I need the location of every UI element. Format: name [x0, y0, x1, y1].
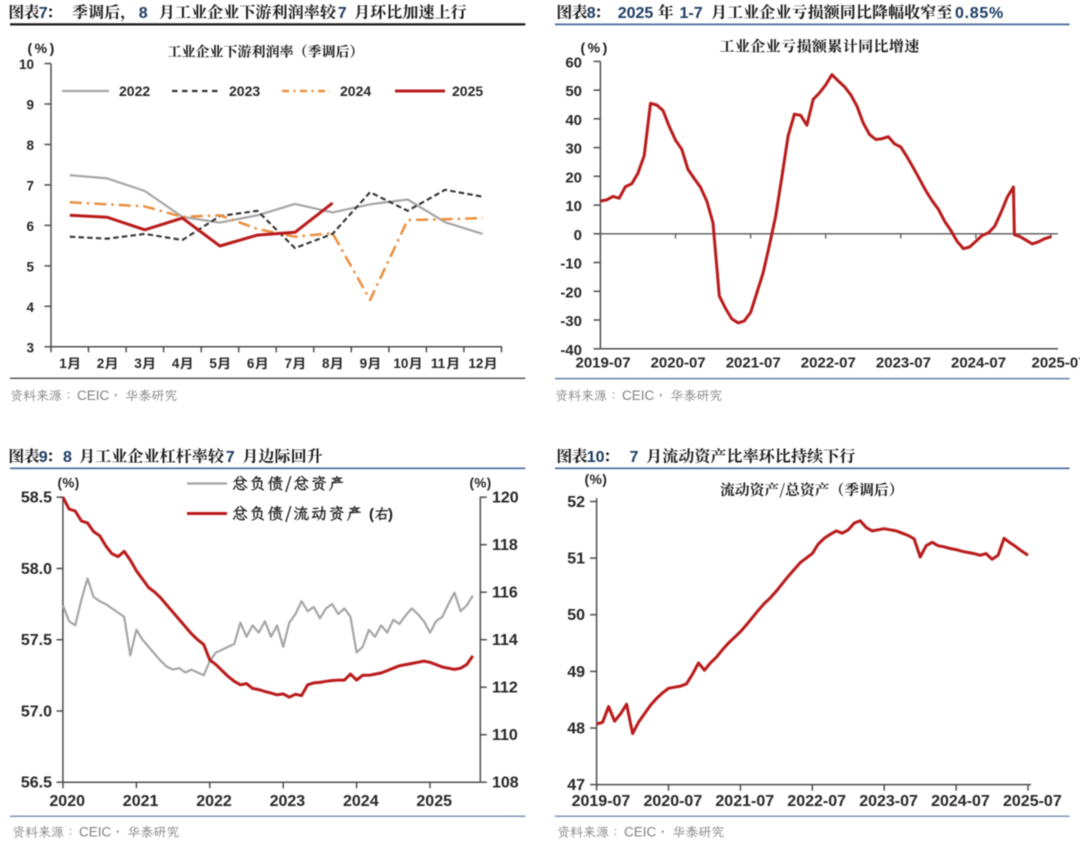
svg-text:7: 7: [226, 449, 235, 466]
svg-text:10: 10: [587, 449, 605, 466]
svg-text:8: 8: [63, 449, 72, 466]
svg-text:2024-07: 2024-07: [951, 355, 1006, 372]
svg-text:2020-07: 2020-07: [651, 355, 706, 372]
svg-text:1: 1: [59, 356, 67, 371]
svg-text:116: 116: [492, 585, 518, 602]
svg-text:2023-07: 2023-07: [876, 355, 931, 372]
svg-text:0: 0: [574, 227, 582, 244]
svg-text:-20: -20: [560, 284, 582, 301]
svg-text:2025-07: 2025-07: [1032, 355, 1080, 372]
svg-text:57.0: 57.0: [21, 704, 52, 721]
svg-text:(%): (%): [28, 40, 57, 56]
svg-text:2024: 2024: [343, 793, 379, 810]
svg-text:9: 9: [26, 98, 34, 113]
svg-text:2021: 2021: [123, 793, 159, 810]
svg-text:10: 10: [565, 198, 582, 215]
svg-text:2021-07: 2021-07: [726, 355, 781, 372]
svg-text:6: 6: [247, 356, 255, 371]
svg-text:52: 52: [567, 494, 585, 511]
svg-text:9: 9: [39, 449, 48, 466]
svg-text:2022-07: 2022-07: [787, 793, 846, 810]
svg-text:2023: 2023: [229, 83, 260, 99]
svg-text:(: (: [369, 506, 374, 523]
svg-text:2: 2: [97, 356, 105, 371]
svg-text:5: 5: [26, 260, 34, 275]
svg-text:11: 11: [431, 356, 446, 371]
svg-text:114: 114: [492, 632, 518, 649]
svg-text:CEIC: CEIC: [77, 388, 110, 403]
svg-text:CEIC: CEIC: [622, 388, 655, 403]
svg-text:120: 120: [492, 490, 519, 507]
svg-text:60: 60: [565, 54, 582, 71]
svg-text:8: 8: [26, 138, 34, 153]
svg-text:47: 47: [567, 777, 585, 794]
svg-text:58.5: 58.5: [21, 490, 52, 507]
svg-text:10: 10: [393, 356, 408, 371]
svg-text:2020: 2020: [49, 793, 85, 810]
svg-text:): ): [388, 506, 393, 523]
svg-text:40: 40: [565, 112, 582, 129]
svg-text:2023-07: 2023-07: [859, 793, 918, 810]
svg-text:2022: 2022: [196, 793, 232, 810]
svg-text:7: 7: [285, 356, 293, 371]
svg-text:1-7: 1-7: [680, 5, 703, 22]
svg-text:5: 5: [209, 356, 217, 371]
svg-text:7: 7: [39, 5, 48, 22]
svg-text:8: 8: [322, 356, 330, 371]
svg-text:7: 7: [338, 5, 347, 22]
svg-text:7: 7: [26, 179, 34, 194]
svg-text:6: 6: [26, 219, 34, 234]
svg-text:8: 8: [587, 5, 596, 22]
svg-text:118: 118: [492, 537, 518, 554]
svg-text:2025: 2025: [618, 5, 654, 22]
svg-text:110: 110: [492, 727, 518, 744]
svg-text:2019-07: 2019-07: [576, 355, 631, 372]
svg-text:8: 8: [139, 5, 148, 22]
svg-text:10: 10: [19, 57, 34, 72]
svg-text:9: 9: [360, 356, 368, 371]
svg-text:7: 7: [630, 449, 639, 466]
svg-text:2025: 2025: [452, 83, 483, 99]
svg-text:2022: 2022: [119, 83, 150, 99]
svg-text:2019-07: 2019-07: [572, 793, 631, 810]
svg-text:57.5: 57.5: [21, 632, 52, 649]
svg-text:48: 48: [567, 721, 585, 738]
svg-text:2021-07: 2021-07: [715, 793, 774, 810]
svg-text:0.85%: 0.85%: [955, 5, 1004, 22]
svg-text:12: 12: [468, 356, 483, 371]
svg-text:2023: 2023: [270, 793, 306, 810]
svg-text:30: 30: [565, 141, 582, 158]
svg-text:50: 50: [565, 83, 582, 100]
svg-text:-10: -10: [560, 256, 582, 273]
svg-text:4: 4: [172, 356, 180, 371]
svg-text:20: 20: [565, 169, 582, 186]
svg-text:3: 3: [134, 356, 142, 371]
svg-text:56.5: 56.5: [21, 775, 52, 792]
svg-text:49: 49: [567, 664, 585, 681]
svg-text:2025-07: 2025-07: [1003, 793, 1062, 810]
svg-text:2022-07: 2022-07: [801, 355, 856, 372]
svg-text:(%): (%): [58, 476, 80, 491]
svg-text:(%): (%): [585, 471, 608, 487]
svg-text:2020-07: 2020-07: [644, 793, 703, 810]
svg-text:-30: -30: [560, 313, 582, 330]
svg-text:(%): (%): [581, 39, 610, 55]
svg-text:2025: 2025: [416, 793, 452, 810]
svg-text:(%): (%): [470, 476, 492, 491]
svg-text:3: 3: [26, 341, 34, 356]
svg-text:2024-07: 2024-07: [931, 793, 990, 810]
svg-text:4: 4: [26, 300, 34, 315]
svg-text:112: 112: [492, 680, 518, 697]
svg-text:CEIC: CEIC: [79, 825, 112, 840]
svg-text:-40: -40: [560, 342, 582, 359]
svg-text:51: 51: [567, 551, 585, 568]
svg-text:58.0: 58.0: [21, 561, 52, 578]
svg-text:50: 50: [567, 607, 585, 624]
svg-text:108: 108: [492, 775, 519, 792]
svg-text:CEIC: CEIC: [624, 825, 657, 840]
svg-text:2024: 2024: [340, 83, 371, 99]
